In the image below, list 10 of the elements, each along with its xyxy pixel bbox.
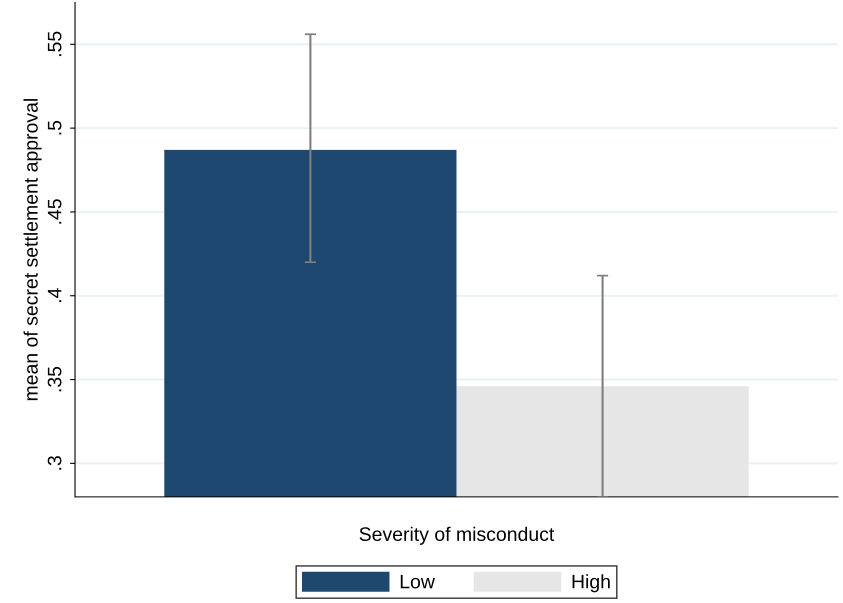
y-axis-title: mean of secret settlement approval: [23, 99, 42, 400]
y-tick-label: .35: [48, 366, 62, 392]
y-tick-label: .3: [48, 456, 62, 470]
y-tick-label: .45: [48, 199, 62, 224]
y-tick-label: .4: [48, 288, 62, 302]
x-axis-title: Severity of misconduct: [360, 526, 554, 545]
legend-label: High: [572, 574, 610, 592]
y-tick-label: .55: [48, 32, 62, 56]
legend-label: Low: [400, 574, 435, 588]
y-tick-label: .5: [48, 120, 62, 134]
